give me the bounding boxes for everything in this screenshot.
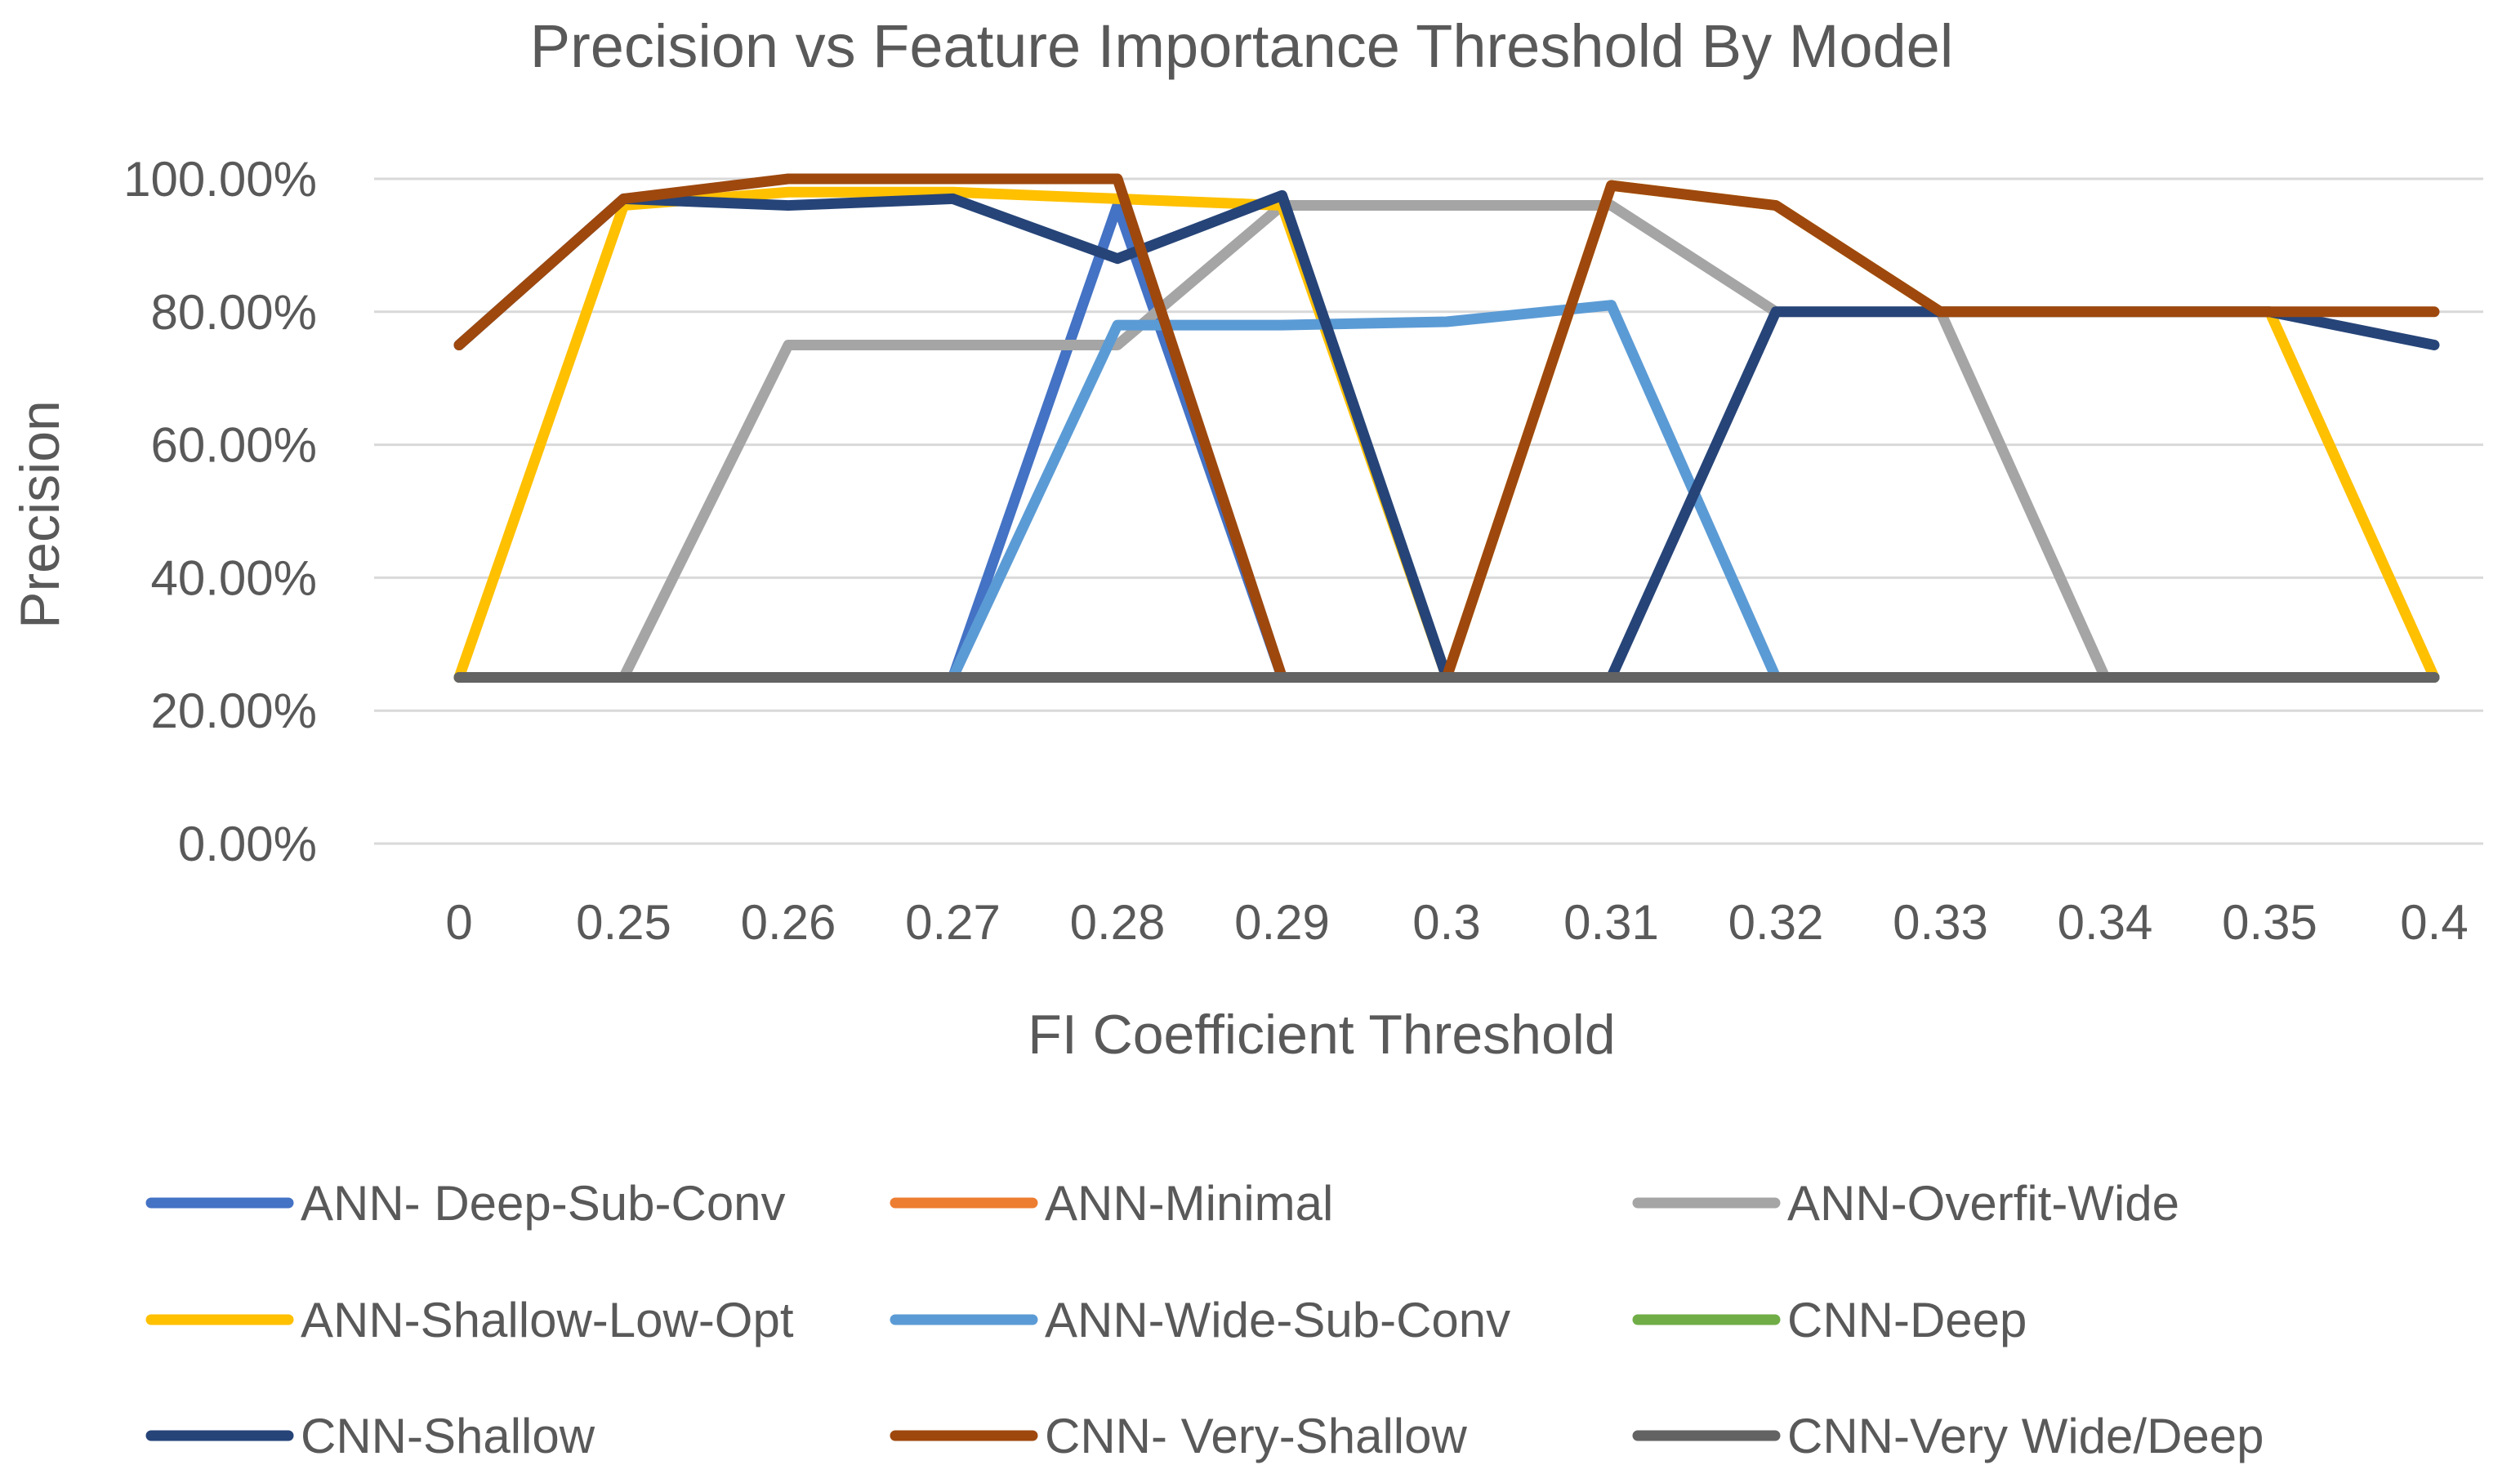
- series-line: [453, 200, 2440, 683]
- x-tick-label: 0.33: [1893, 895, 1988, 950]
- x-axis-ticks: 0 0.25 0.26 0.27 0.28 0.29 0.3 0.31 0.32 0.33 0.34…: [445, 895, 2468, 950]
- legend-label: ANN-Shallow-Low-Opt: [301, 1293, 794, 1347]
- x-tick-label: 0.35: [2222, 895, 2317, 950]
- y-tick-label: 80.00%: [151, 285, 318, 340]
- x-axis-title: FI Coefficient Threshold: [1028, 1004, 1615, 1066]
- y-tick-label: 100.00%: [123, 152, 317, 207]
- legend-label: ANN- Deep-Sub-Conv: [301, 1176, 786, 1231]
- chart-title: Precision vs Feature Importance Threshol…: [530, 12, 1954, 80]
- legend-item: ANN-Overfit-Wide: [1632, 1176, 2179, 1231]
- series-line: [453, 300, 2440, 683]
- legend-item: ANN- Deep-Sub-Conv: [145, 1176, 786, 1231]
- legend-item: CNN-Deep: [1632, 1293, 2027, 1347]
- x-tick-label: 0.34: [2058, 895, 2153, 950]
- x-tick-label: 0.28: [1070, 895, 1166, 950]
- legend-label: ANN-Wide-Sub-Conv: [1045, 1293, 1510, 1347]
- series-line: [453, 200, 2440, 683]
- x-tick-label: 0.31: [1563, 895, 1659, 950]
- y-axis-title: Precision: [9, 400, 71, 629]
- x-tick-label: 0.32: [1728, 895, 1824, 950]
- legend-label: CNN-Deep: [1787, 1293, 2027, 1347]
- legend-label: CNN- Very-Shallow: [1045, 1409, 1467, 1463]
- legend-label: CNN-Very Wide/Deep: [1787, 1409, 2264, 1463]
- y-tick-label: 60.00%: [151, 418, 318, 473]
- y-axis-ticks: 0.00% 20.00% 40.00% 60.00% 80.00% 100.00%: [123, 152, 317, 871]
- series-line: [453, 189, 2440, 683]
- y-tick-label: 20.00%: [151, 684, 318, 738]
- x-tick-label: 0.4: [2400, 895, 2468, 950]
- legend: ANN- Deep-Sub-Conv ANN-Minimal ANN-Overfit…: [145, 1176, 2264, 1463]
- legend-item: ANN-Minimal: [890, 1176, 1333, 1231]
- x-tick-label: 0: [445, 895, 472, 950]
- x-tick-label: 0.26: [741, 895, 836, 950]
- y-tick-label: 40.00%: [151, 550, 318, 605]
- legend-label: ANN-Minimal: [1045, 1176, 1333, 1231]
- legend-label: ANN-Overfit-Wide: [1787, 1176, 2179, 1231]
- x-tick-label: 0.27: [905, 895, 1001, 950]
- series-lines: [453, 173, 2440, 683]
- x-tick-label: 0.3: [1412, 895, 1480, 950]
- legend-item: CNN-Very Wide/Deep: [1632, 1409, 2264, 1463]
- series-line: [453, 173, 2440, 683]
- legend-item: ANN-Wide-Sub-Conv: [890, 1293, 1510, 1347]
- legend-item: CNN-Shallow: [145, 1409, 595, 1463]
- x-tick-label: 0.29: [1234, 895, 1330, 950]
- legend-item: CNN- Very-Shallow: [890, 1409, 1467, 1463]
- x-tick-label: 0.25: [576, 895, 671, 950]
- legend-item: ANN-Shallow-Low-Opt: [145, 1293, 794, 1347]
- gridlines: [374, 177, 2483, 845]
- y-tick-label: 0.00%: [178, 817, 317, 871]
- series-line: [453, 180, 2440, 683]
- legend-label: CNN-Shallow: [301, 1409, 595, 1463]
